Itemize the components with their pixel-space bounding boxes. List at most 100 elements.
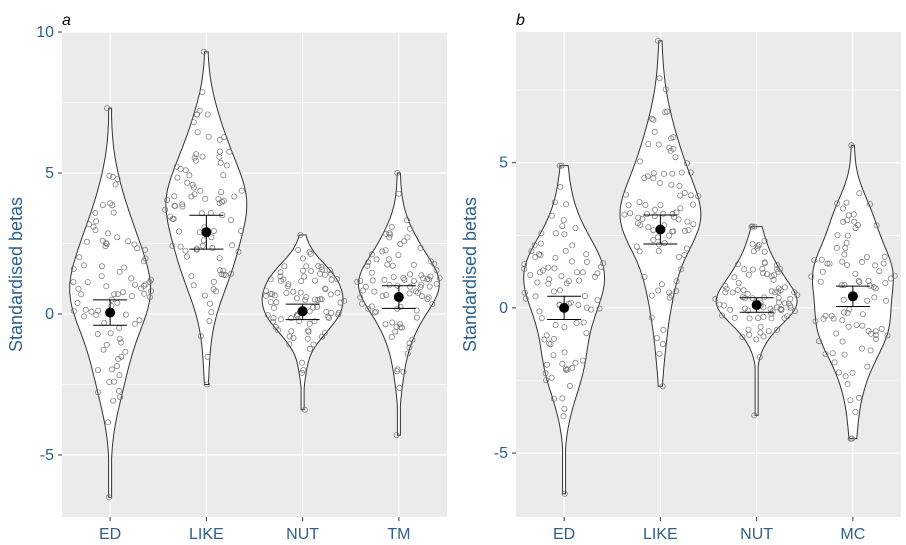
panel-a-data-point-ed <box>88 308 95 315</box>
panel-b-data-point-ed <box>580 319 587 326</box>
panel-b-data-point-like <box>681 189 688 196</box>
panel-a-data-point-like <box>227 217 234 224</box>
panel-a-y-tick-label: 0 <box>45 306 54 323</box>
panel-a-data-point-nut <box>293 295 300 302</box>
panel-b-data-point-ed <box>541 336 548 343</box>
panel-b-x-tick-label-ed: ED <box>553 526 575 543</box>
panel-a-data-point-like <box>197 332 204 339</box>
panel-a-data-point-ed <box>142 281 149 288</box>
panel-a-data-point-tm <box>396 321 403 328</box>
panel-a-data-point-ed <box>81 313 88 320</box>
panel-a-data-point-tm <box>388 223 395 230</box>
panel-b-x-tick-label-nut: NUT <box>740 526 773 543</box>
panel-b-data-point-mc <box>831 359 838 366</box>
panel-b-data-point-nut <box>754 245 761 252</box>
panel-b-data-point-nut <box>757 329 764 336</box>
panel-b-data-point-mc <box>845 323 852 330</box>
panel-a-data-point-ed <box>117 394 124 401</box>
panel-a-data-point-tm <box>386 281 393 288</box>
panel-b-data-point-ed <box>568 258 575 265</box>
panel-b-data-point-nut <box>794 292 801 299</box>
panel-b-data-point-mc <box>834 200 841 207</box>
panel-b-data-point-like <box>636 199 643 206</box>
panel-a-data-point-tm <box>413 314 420 321</box>
panel-a-data-point-like <box>206 300 213 307</box>
panel-a-data-point-nut <box>269 318 276 325</box>
panel-a-data-point-nut <box>328 276 335 283</box>
panel-a-data-point-ed <box>94 331 101 338</box>
panel-a-data-point-nut <box>314 297 321 304</box>
panel-a-data-point-ed <box>92 227 99 234</box>
panel-a-data-point-tm <box>381 276 388 283</box>
panel-b-data-point-nut <box>775 299 782 306</box>
panel-b-data-point-nut <box>761 248 768 255</box>
panel-a-data-point-like <box>199 242 206 249</box>
panel-b-data-point-nut <box>761 260 768 267</box>
panel-a-mean-point-like <box>201 227 212 238</box>
panel-b-data-point-like <box>644 173 651 180</box>
panel-b-data-point-ed <box>576 277 583 284</box>
panel-a-data-point-ed <box>86 221 93 228</box>
panel-a-data-point-tm <box>395 190 402 197</box>
panel-a-data-point-tm <box>379 248 386 255</box>
panel-b-data-point-mc <box>843 199 850 206</box>
panel-a-x-tick-label-nut: NUT <box>286 526 319 543</box>
panel-b-x-tick-label-mc: MC <box>840 526 865 543</box>
panel-a-data-point-ed <box>98 263 105 270</box>
panel-a-data-point-ed <box>110 397 117 404</box>
panel-a-data-point-tm <box>427 273 434 280</box>
panel-a-data-point-tm <box>418 272 425 279</box>
panel-a-data-point-like <box>188 273 195 280</box>
panel-a-data-point-like <box>182 167 189 174</box>
panel-a-data-point-tm <box>384 261 391 268</box>
panel-b-data-point-nut <box>735 279 742 286</box>
panel-b-data-point-ed <box>552 230 559 237</box>
panel-b-data-point-like <box>666 294 673 301</box>
panel-b-data-point-like <box>672 154 679 161</box>
panel-b-data-point-ed <box>560 413 567 420</box>
panel-b-data-point-like <box>633 243 640 250</box>
panel-a-data-point-tm <box>386 230 393 237</box>
panel-b-data-point-mc <box>864 363 871 370</box>
panel-a-data-point-like <box>216 267 223 274</box>
panel-b-data-point-ed <box>550 352 557 359</box>
panel-a-data-point-like <box>191 154 198 161</box>
panel-a-data-point-ed <box>99 202 106 209</box>
panel-a-data-point-ed <box>118 353 125 360</box>
panel-a-data-point-nut <box>305 328 312 335</box>
panel-b-data-point-like <box>664 108 671 115</box>
panel-a-data-point-tm <box>412 288 419 295</box>
panel-a-data-point-nut <box>286 341 293 348</box>
panel-b-data-point-mc <box>872 328 879 335</box>
panel-b-data-point-ed <box>537 240 544 247</box>
panel-b-data-point-mc <box>878 325 885 332</box>
panel-b-data-point-mc <box>876 268 883 275</box>
panel-a-data-point-ed <box>140 258 147 265</box>
panel-b-data-point-nut <box>756 242 763 249</box>
panel-a-data-point-nut <box>303 293 310 300</box>
panel-b-data-point-ed <box>552 321 559 328</box>
panel-b-data-point-like <box>677 205 684 212</box>
panel-a-data-point-tm <box>426 283 433 290</box>
panel-b-data-point-like <box>676 182 683 189</box>
panel-a-data-point-ed <box>121 264 128 271</box>
panel-b-data-point-mc <box>839 258 846 265</box>
panel-a-data-point-ed <box>84 238 91 245</box>
panel-a-data-point-nut <box>311 277 318 284</box>
panel-b-data-point-like <box>668 181 675 188</box>
panel-b-data-point-mc <box>829 350 836 357</box>
panel-b-data-point-ed <box>546 340 553 347</box>
panel-b-data-point-mc <box>841 351 848 358</box>
panel-b-y-tick-label: -5 <box>494 445 508 462</box>
panel-a-data-point-like <box>220 267 227 274</box>
panel-b-data-point-ed <box>573 320 580 327</box>
panel-b-data-point-ed <box>538 230 545 237</box>
panel-a-data-point-tm <box>385 256 392 263</box>
panel-a-data-point-tm <box>433 280 440 287</box>
panel-b-data-point-like <box>641 273 648 280</box>
panel-b-data-point-mc <box>841 251 848 258</box>
panel-b-data-point-nut <box>773 261 780 268</box>
panel-a-data-point-nut <box>270 304 277 311</box>
panel-a-data-point-nut <box>299 267 306 274</box>
